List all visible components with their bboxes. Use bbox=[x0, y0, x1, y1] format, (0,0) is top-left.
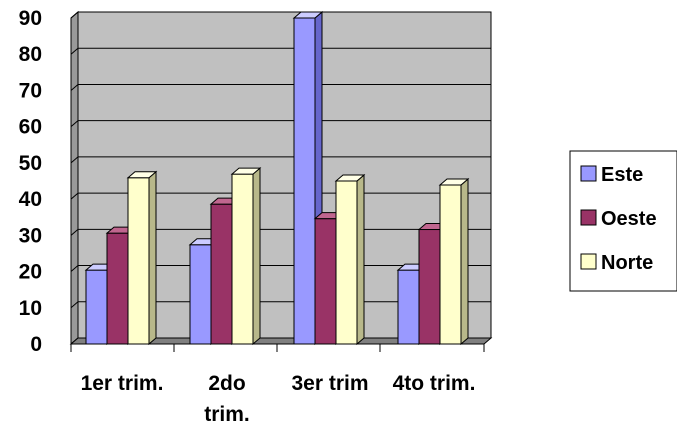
y-axis-tick-labels: 0 10 20 30 40 50 60 70 80 90 bbox=[19, 7, 42, 356]
y-tick-label: 20 bbox=[19, 261, 42, 284]
legend-label: Norte bbox=[601, 252, 653, 274]
bar-front bbox=[211, 204, 232, 344]
x-tick-label: 2do trim. bbox=[204, 372, 250, 426]
bar-front bbox=[190, 245, 211, 344]
x-tick-label-line: 2do bbox=[208, 372, 245, 395]
y-tick-label: 90 bbox=[19, 7, 42, 30]
x-tick-label-line: 1er trim. bbox=[81, 372, 164, 395]
bar bbox=[440, 179, 468, 344]
x-tick-label-line: 4to trim. bbox=[393, 372, 476, 395]
legend-label: Oeste bbox=[601, 208, 657, 230]
bar-front bbox=[86, 270, 107, 344]
x-tick-label-line: trim. bbox=[204, 403, 250, 426]
x-tick-label-line: 3er trim bbox=[291, 372, 368, 395]
legend-swatch bbox=[581, 210, 596, 225]
bar-side bbox=[461, 179, 468, 344]
bar-front bbox=[294, 18, 315, 344]
legend-label: Este bbox=[601, 164, 643, 186]
x-tick-label: 1er trim. bbox=[81, 372, 164, 395]
bar-side bbox=[253, 168, 260, 344]
y-tick-label: 60 bbox=[19, 116, 42, 139]
x-tick-label: 3er trim bbox=[291, 372, 368, 395]
y-tick-label: 30 bbox=[19, 224, 42, 247]
bar-front bbox=[128, 178, 149, 344]
y-tick-label: 70 bbox=[19, 79, 42, 102]
y-tick-label: 50 bbox=[19, 152, 42, 175]
y-tick-label: 80 bbox=[19, 43, 42, 66]
bar-front bbox=[107, 233, 128, 344]
bar-front bbox=[398, 270, 419, 344]
legend: Este Oeste Norte bbox=[570, 151, 677, 291]
legend-swatch bbox=[581, 166, 596, 181]
bar-side bbox=[357, 175, 364, 344]
x-tick-label: 4to trim. bbox=[393, 372, 476, 395]
side-wall bbox=[71, 12, 78, 344]
bar bbox=[232, 168, 260, 344]
bar-side bbox=[149, 172, 156, 344]
bar-front bbox=[419, 230, 440, 344]
bar-front bbox=[232, 174, 253, 344]
bar-front bbox=[336, 181, 357, 344]
bar-front bbox=[440, 185, 461, 344]
legend-swatch bbox=[581, 254, 596, 269]
y-tick-label: 40 bbox=[19, 188, 42, 211]
y-tick-label: 0 bbox=[30, 333, 42, 356]
bar-front bbox=[315, 219, 336, 344]
x-axis-tick-labels: 1er trim. 2do trim. 3er trim 4to trim. bbox=[81, 372, 476, 426]
bar bbox=[128, 172, 156, 344]
y-tick-label: 10 bbox=[19, 297, 42, 320]
bar bbox=[336, 175, 364, 344]
